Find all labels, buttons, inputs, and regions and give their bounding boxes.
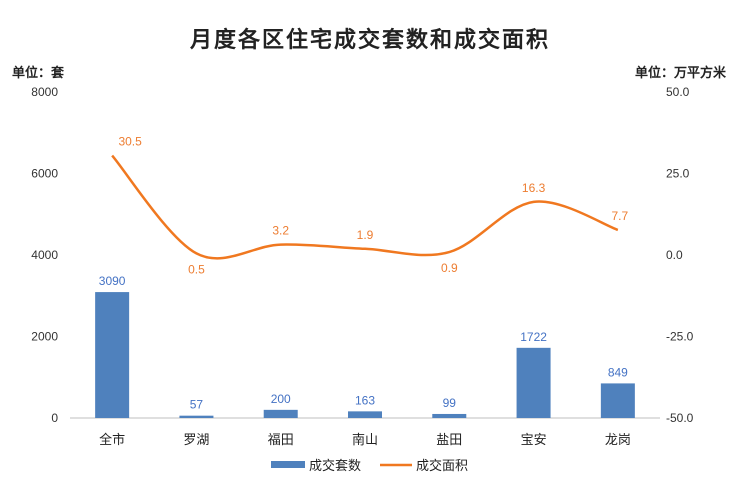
y-right-tick-label: 25.0 <box>666 167 690 181</box>
bar <box>516 347 551 418</box>
right-axis-unit: 单位：万平方米 <box>634 66 726 81</box>
chart-title: 月度各区住宅成交套数和成交面积 <box>189 27 550 53</box>
area-series-line <box>111 154 619 260</box>
legend-bar-swatch <box>271 461 305 468</box>
bar <box>95 292 130 418</box>
bar-value-label: 57 <box>190 398 204 412</box>
data-labels: 3090 57 200 163 99 1722 849 30.5 0.5 3.2 1.9 0.9 16.… <box>99 135 629 412</box>
line-value-label: 16.3 <box>522 181 546 195</box>
bar-value-label: 849 <box>608 365 628 379</box>
y-right-tick-label: -25.0 <box>666 330 694 344</box>
x-tick-label: 宝安 <box>521 433 547 448</box>
bar-value-label: 1722 <box>520 330 547 344</box>
x-tick-label: 全市 <box>99 432 125 448</box>
x-tick-label: 福田 <box>268 433 294 448</box>
bar-value-label: 200 <box>271 392 291 406</box>
line-value-label: 7.7 <box>612 209 629 223</box>
bar <box>432 413 467 418</box>
left-axis-unit: 单位：套 <box>12 66 65 81</box>
y-left-tick-label: 4000 <box>31 248 58 262</box>
bar <box>179 415 214 418</box>
line-value-label: 3.2 <box>272 224 289 238</box>
line-series <box>111 154 619 260</box>
legend-line-label: 成交面积 <box>416 458 468 474</box>
y-right-tick-label: -50.0 <box>666 411 694 425</box>
y-left-tick-label: 6000 <box>31 167 58 181</box>
line-value-label: 0.9 <box>441 261 458 275</box>
y-right-tick-label: 0.0 <box>666 248 683 262</box>
bar <box>348 411 382 418</box>
x-tick-label: 龙岗 <box>605 433 631 448</box>
y-left-tick-label: 2000 <box>31 330 58 344</box>
legend: 成交套数 成交面积 <box>271 458 468 474</box>
legend-bar-label: 成交套数 <box>309 458 361 474</box>
bar <box>263 409 298 418</box>
y-left-tick-label: 0 <box>51 411 58 425</box>
x-tick-label: 罗湖 <box>183 433 209 448</box>
bar <box>600 383 635 418</box>
axes: 0 2000 4000 6000 8000 -50.0 -25.0 0.0 25.0 50.0 全市… <box>31 85 693 448</box>
y-left-tick-label: 8000 <box>31 85 58 99</box>
bars <box>95 292 635 418</box>
line-value-label: 0.5 <box>188 262 205 276</box>
line-value-label: 30.5 <box>118 135 142 149</box>
x-tick-label: 南山 <box>352 432 378 448</box>
line-value-label: 1.9 <box>357 228 374 242</box>
bar-value-label: 3090 <box>99 274 126 288</box>
x-tick-label: 盐田 <box>436 433 462 448</box>
bar-value-label: 99 <box>443 396 457 410</box>
y-right-tick-label: 50.0 <box>666 85 690 99</box>
bar-value-label: 163 <box>355 393 375 407</box>
